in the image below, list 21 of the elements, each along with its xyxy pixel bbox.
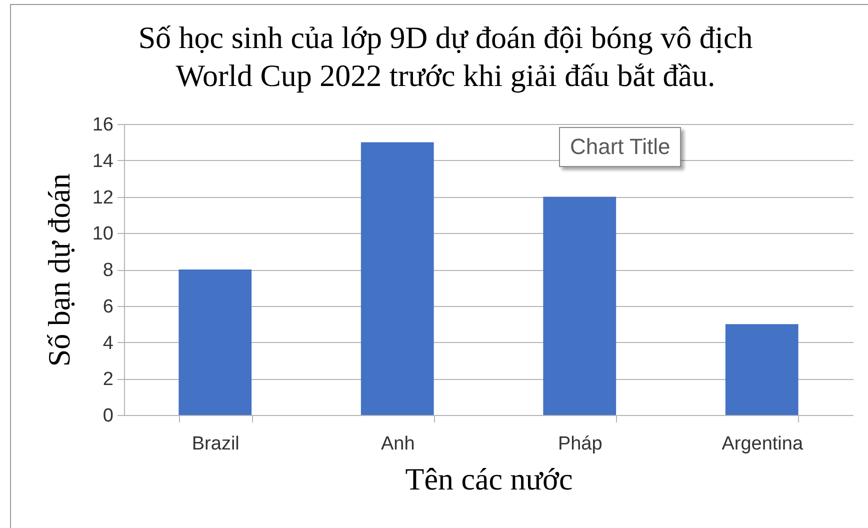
- chart-title: Số học sinh của lớp 9D dự đoán đội bóng vô địch World Cup 2022 trước khi giải đấu bắt đầu.: [138, 20, 754, 93]
- x-axis-title: Tên các nước: [405, 462, 573, 496]
- y-tick-label: 16: [92, 114, 114, 136]
- y-tick-label: 2: [102, 369, 114, 390]
- bar: [178, 270, 252, 415]
- y-tick-label: 8: [102, 260, 114, 281]
- x-tick-label: Pháp: [558, 434, 602, 454]
- y-tick-label: 0: [102, 406, 114, 426]
- bar: [543, 196, 616, 415]
- y-axis-title: Số bạn dự đoán: [41, 172, 76, 367]
- bar: [725, 324, 798, 415]
- annotation: Chart Title: [559, 127, 682, 168]
- x-tick-label: Anh: [380, 434, 415, 454]
- x-tick-label: Brazil: [192, 434, 240, 454]
- bar: [360, 142, 434, 415]
- y-tick-label: 14: [92, 150, 114, 172]
- y-tick-label: 12: [92, 187, 114, 208]
- y-tick-label: 10: [92, 224, 114, 245]
- y-tick-label: 4: [102, 332, 114, 354]
- y-tick-label: 6: [102, 296, 114, 318]
- x-tick-label: Argentina: [722, 434, 804, 454]
